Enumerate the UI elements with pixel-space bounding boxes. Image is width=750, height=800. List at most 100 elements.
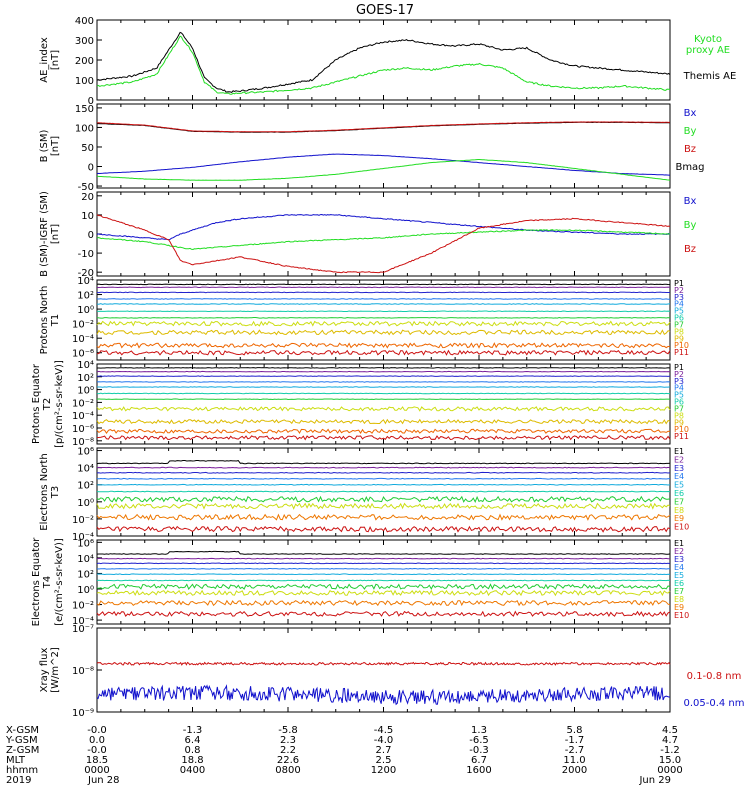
y-tick-label: 10⁻⁸ xyxy=(72,437,94,448)
y-tick-label: 10⁻⁶ xyxy=(72,349,94,360)
legend-entry: E2 xyxy=(674,547,684,556)
legend-entry: P9 xyxy=(674,334,684,343)
y-axis-label: B (SM)-IGRF (SM)[nT] xyxy=(39,191,61,277)
channel-line-p3 xyxy=(97,375,671,377)
ephemeris-value: -5.8 xyxy=(278,725,298,736)
ephemeris-value: -0.3 xyxy=(469,745,489,756)
channel-line-e4 xyxy=(96,477,671,480)
ephemeris-value: 6.7 xyxy=(471,755,487,766)
channel-line-e7 xyxy=(96,495,671,503)
channel-line-e9 xyxy=(96,599,671,607)
legend-entry: E10 xyxy=(674,523,689,532)
legend-entry: P1 xyxy=(674,363,684,372)
panel-frame xyxy=(96,103,671,189)
ephemeris-value: -2.7 xyxy=(565,745,585,756)
y-tick-label: 10⁰ xyxy=(77,498,94,509)
legend-entry: E9 xyxy=(674,603,684,612)
y-tick-label: 10⁻² xyxy=(72,320,94,331)
legend-entry: P8 xyxy=(674,411,684,420)
channel-line-p11 xyxy=(96,349,671,356)
y-tick-label: 10⁰ xyxy=(77,386,94,397)
legend-entry: By xyxy=(684,220,697,231)
legend-entry: P4 xyxy=(674,384,684,393)
channel-line-p2 xyxy=(96,370,671,373)
legend-entry: E5 xyxy=(674,571,684,580)
y-tick-label: 10⁻⁴ xyxy=(72,616,94,627)
legend-entry: E1 xyxy=(674,447,684,456)
channel-line-p10 xyxy=(96,428,671,434)
channel-line-e1 xyxy=(96,460,671,465)
ephemeris-value: 4.7 xyxy=(662,735,678,746)
channel-line-p3 xyxy=(96,291,670,294)
legend-entry: P6 xyxy=(674,314,684,323)
channel-line-p8 xyxy=(96,406,671,412)
legend-entry: E5 xyxy=(674,481,684,490)
ephemeris-value: 1.3 xyxy=(471,725,487,736)
ephemeris-value: 1600 xyxy=(466,765,491,776)
ephemeris-value: -0.0 xyxy=(87,725,107,736)
legend-entry: P9 xyxy=(674,418,684,427)
panel-frame xyxy=(96,19,671,101)
legend-entry: P10 xyxy=(674,425,689,434)
ephemeris-value: 2000 xyxy=(562,765,587,776)
legend-entry: P5 xyxy=(674,307,684,316)
channel-line-p6 xyxy=(96,310,671,313)
channel-line-p7 xyxy=(96,316,671,319)
channel-line-p11 xyxy=(97,434,671,441)
y-tick-label: 100 xyxy=(75,76,94,87)
panel-frame xyxy=(96,191,671,277)
ephemeris-value: 5.8 xyxy=(567,725,583,736)
channel-line-e2 xyxy=(96,466,671,469)
legend-entry: E7 xyxy=(674,587,684,596)
ephemeris-value: -0.0 xyxy=(87,745,107,756)
series-line-by xyxy=(96,159,671,181)
legend-entry: P2 xyxy=(674,370,684,379)
y-tick-label: 10² xyxy=(77,291,94,302)
legend-entry: E3 xyxy=(674,555,684,564)
channel-line-p7 xyxy=(96,398,671,401)
y-tick-label: 10⁶ xyxy=(77,447,94,458)
legend-entry: Bx xyxy=(684,196,697,207)
legend-entry: Bz xyxy=(684,244,696,255)
ephemeris-value: -4.0 xyxy=(374,735,394,746)
y-tick-label: 150 xyxy=(75,104,94,115)
ephemeris-value: 6.4 xyxy=(185,735,201,746)
ephemeris-value: 2.3 xyxy=(280,735,296,746)
legend: 0.1-0.8 nm 0.05-0.4 nm xyxy=(683,671,744,709)
channel-line-p5 xyxy=(96,386,671,388)
ephemeris-row-label: Z-GSM xyxy=(6,745,39,756)
channel-line-e5 xyxy=(97,483,671,486)
channel-line-e8 xyxy=(96,502,671,510)
y-tick-label: 0 xyxy=(88,163,94,174)
legend-entry: E2 xyxy=(674,455,684,464)
channel-line-e5 xyxy=(96,573,671,576)
channel-line-e1 xyxy=(96,550,671,555)
xray-line-1 xyxy=(96,684,670,706)
y-tick-label: 10⁴ xyxy=(77,360,94,371)
ephemeris-value: 4.5 xyxy=(662,725,678,736)
ephemeris-row-label: hhmm xyxy=(6,765,38,776)
y-tick-label: 10⁻⁴ xyxy=(72,532,94,543)
xray-line-0 xyxy=(96,661,671,666)
ephemeris-value: 22.6 xyxy=(277,755,299,766)
legend-entry: proxy AE xyxy=(686,45,730,56)
legend-entry: Bz xyxy=(684,144,696,155)
ephemeris-row-label: Y-GSM xyxy=(5,735,38,746)
legend-entry: E8 xyxy=(674,506,684,515)
legend-entry: P7 xyxy=(674,404,684,413)
ephemeris-value: -1.7 xyxy=(565,735,585,746)
series-line-bz xyxy=(96,214,671,274)
series-line-bmag xyxy=(96,121,671,133)
legend-entry: 0.1-0.8 nm xyxy=(687,671,742,682)
y-tick-label: 50 xyxy=(81,143,94,154)
channel-line-e6 xyxy=(96,490,671,493)
ephemeris-value: 15.0 xyxy=(659,755,681,766)
ephemeris-value: 2.2 xyxy=(280,745,296,756)
legend-entry: Bmag xyxy=(675,162,704,173)
